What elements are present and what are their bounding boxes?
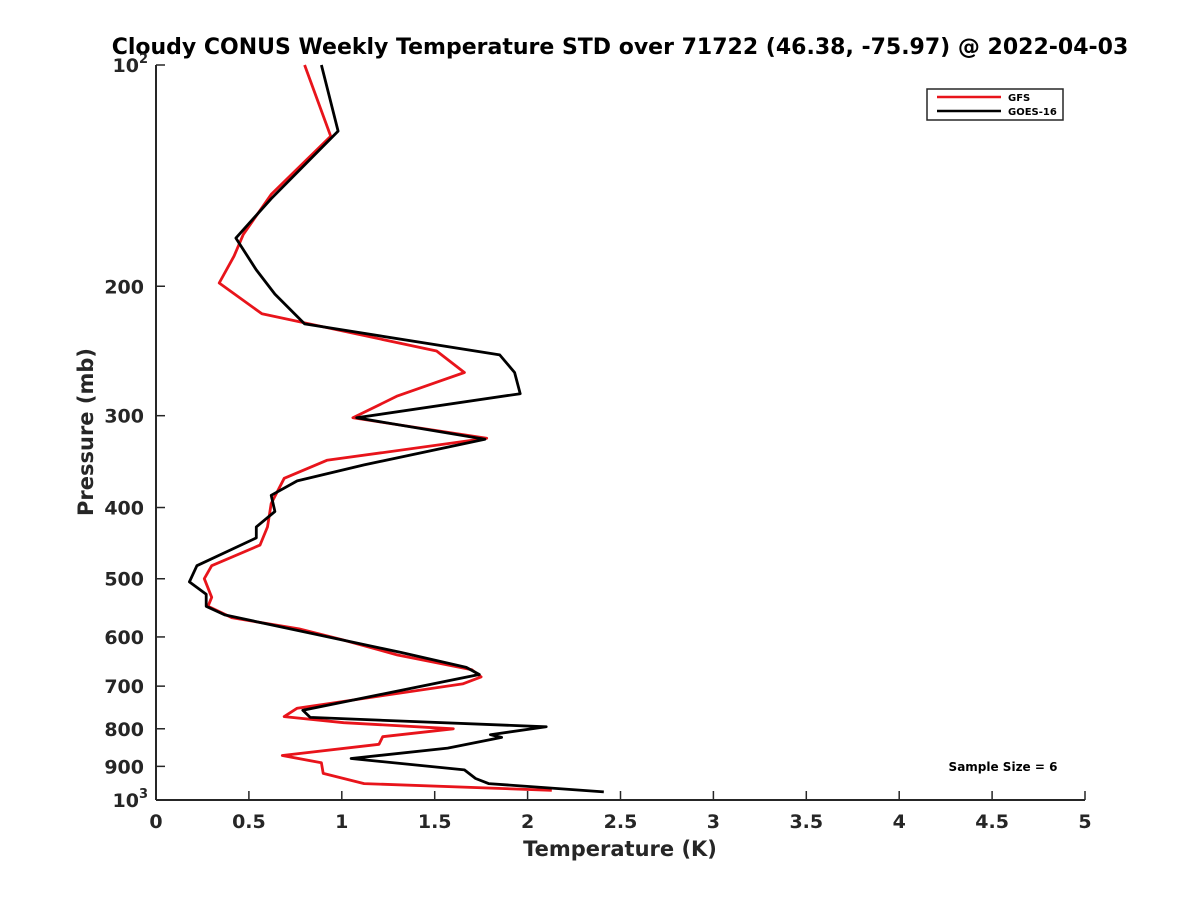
y-tick-label: 500 bbox=[104, 569, 144, 591]
series-line-gfs bbox=[202, 64, 552, 792]
legend-box bbox=[926, 88, 1064, 121]
x-tick-label: 3 bbox=[707, 811, 720, 833]
x-axis-label: Temperature (K) bbox=[523, 837, 717, 861]
x-tick-label: 2.5 bbox=[604, 811, 638, 833]
x-tick-label: 4.5 bbox=[975, 811, 1009, 833]
series-layer bbox=[187, 64, 604, 794]
y-tick-label: 200 bbox=[104, 276, 144, 298]
y-tick-base: 10 bbox=[113, 55, 139, 77]
x-tick-label: 2 bbox=[521, 811, 534, 833]
x-tick-label: 0 bbox=[149, 811, 162, 833]
y-tick-label: 103 bbox=[113, 787, 149, 812]
y-tick-label: 400 bbox=[104, 498, 144, 520]
y-tick-label: 800 bbox=[104, 719, 144, 741]
x-tick-label: 0.5 bbox=[232, 811, 266, 833]
legend-label-goes16: GOES-16 bbox=[1008, 107, 1057, 118]
y-tick-label: 900 bbox=[104, 756, 144, 778]
y-tick-exponent: 2 bbox=[139, 52, 148, 67]
legend: GFS GOES-16 bbox=[926, 88, 1064, 121]
x-tick-label: 1.5 bbox=[418, 811, 452, 833]
y-tick-label: 300 bbox=[104, 406, 144, 428]
y-tick-base: 10 bbox=[113, 790, 139, 812]
sample-size-annotation: Sample Size = 6 bbox=[949, 760, 1058, 774]
x-axis-ticks: 0 0.5 1 1.5 2 2.5 3 3.5 4 4.5 5 bbox=[149, 791, 1092, 833]
series-line-goes16 bbox=[187, 64, 604, 794]
y-axis-label: Pressure (mb) bbox=[74, 348, 98, 516]
y-tick-label: 600 bbox=[104, 627, 144, 649]
chart-title: Cloudy CONUS Weekly Temperature STD over… bbox=[112, 35, 1129, 60]
x-tick-label: 1 bbox=[335, 811, 348, 833]
x-tick-label: 4 bbox=[893, 811, 906, 833]
y-tick-exponent: 3 bbox=[139, 787, 148, 802]
x-tick-label: 3.5 bbox=[789, 811, 823, 833]
y-tick-label: 700 bbox=[104, 676, 144, 698]
y-tick-label: 102 bbox=[113, 52, 149, 77]
legend-label-gfs: GFS bbox=[1008, 93, 1030, 104]
x-tick-label: 5 bbox=[1078, 811, 1091, 833]
